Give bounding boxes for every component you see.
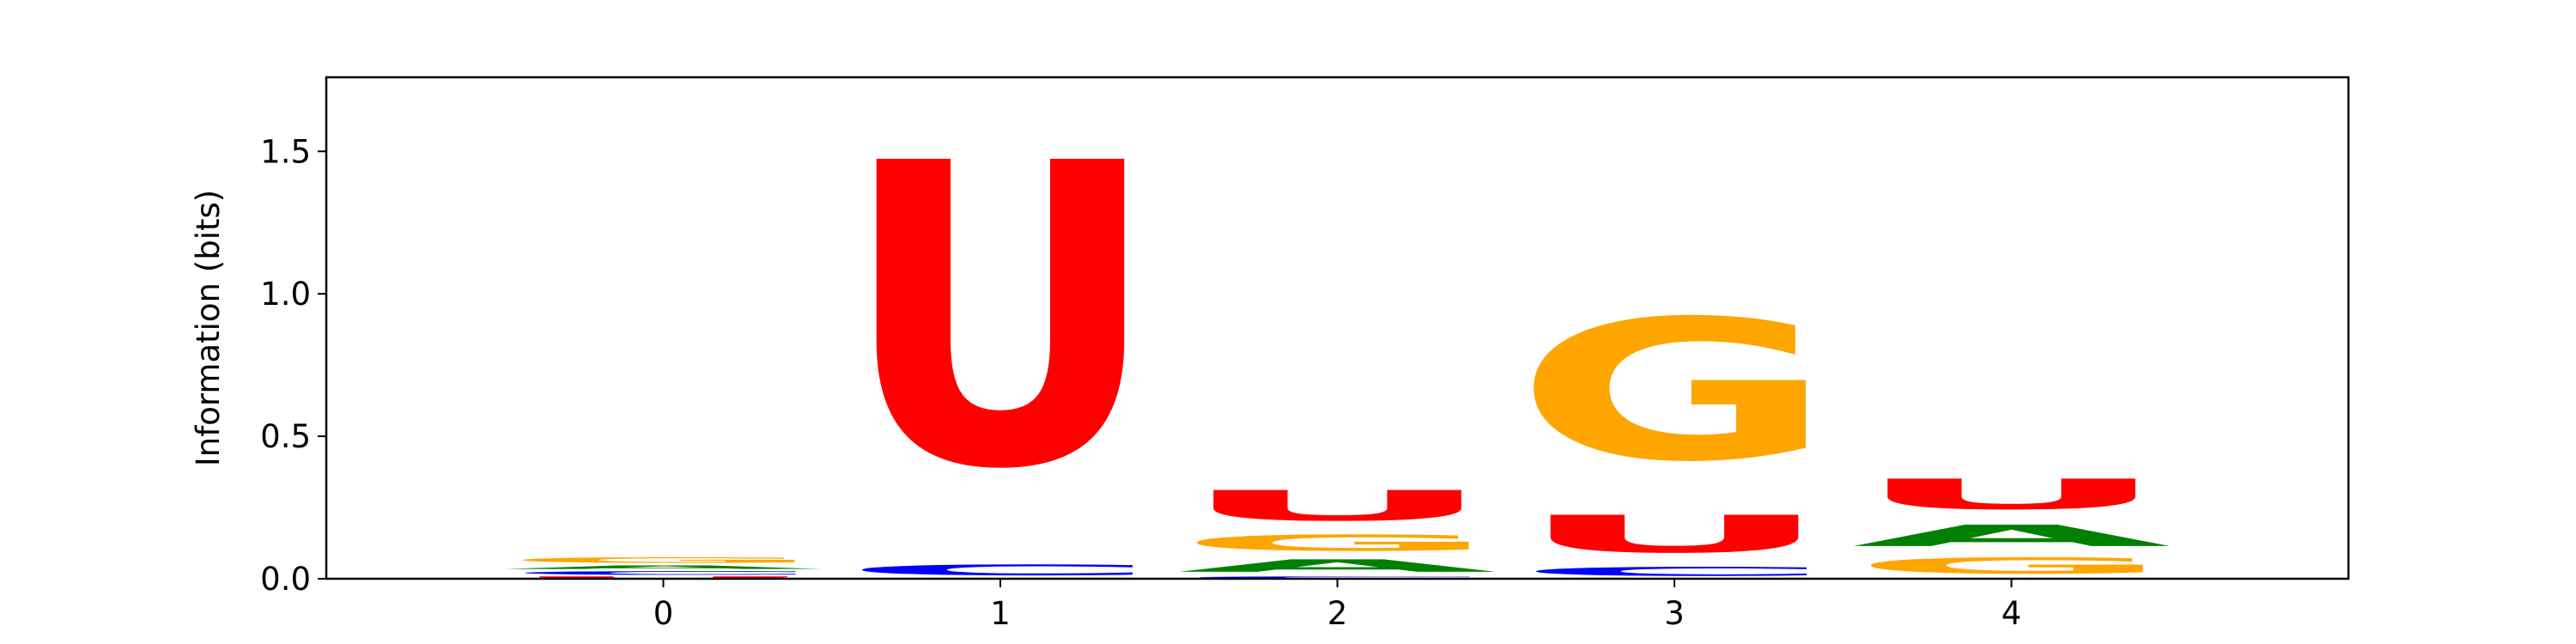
y-tick-label-0.5: 0.5 bbox=[260, 418, 311, 455]
y-tick-label-1.5: 1.5 bbox=[260, 133, 311, 170]
y-axis: 0.0 0.5 1.0 1.5 bbox=[260, 133, 326, 598]
logo-letter-A-pos-2: A bbox=[1177, 556, 1500, 575]
logo-letter-A-pos-0: A bbox=[503, 564, 826, 570]
logo-letter-C-pos-0: C bbox=[503, 570, 823, 576]
logo-letter-C-pos-2: C bbox=[1177, 576, 1498, 579]
logo-letter-C-pos-1: C bbox=[841, 562, 1161, 579]
x-tick-label-3: 3 bbox=[1664, 595, 1685, 632]
x-tick-label-1: 1 bbox=[990, 595, 1011, 632]
logo-letter-U-pos-1: U bbox=[841, 76, 1161, 560]
logo-letter-U-pos-3: U bbox=[1515, 505, 1835, 565]
logo-letter-A-pos-4: A bbox=[1851, 519, 2174, 553]
logo-column-4: GAU bbox=[1851, 471, 2174, 579]
logo-column-1: CU bbox=[841, 76, 1161, 579]
x-tick-label-4: 4 bbox=[2002, 595, 2022, 632]
y-tick-label-1.0: 1.0 bbox=[260, 276, 311, 313]
y-tick-label-0.0: 0.0 bbox=[260, 561, 311, 598]
logo-letter-U-pos-4: U bbox=[1851, 471, 2172, 519]
x-tick-label-0: 0 bbox=[653, 595, 674, 632]
logo-letter-U-pos-0: U bbox=[503, 576, 823, 579]
logo-letter-U-pos-2: U bbox=[1177, 482, 1498, 530]
logo-letter-G-pos-0: G bbox=[503, 556, 823, 564]
x-axis: 0 1 2 3 4 bbox=[653, 579, 2022, 632]
logo-column-3: CUG bbox=[1515, 279, 1835, 579]
logo-letter-G-pos-4: G bbox=[1851, 553, 2172, 579]
x-tick-label-2: 2 bbox=[1327, 595, 1348, 632]
y-axis-label: Information (bits) bbox=[190, 190, 227, 466]
logo-letter-G-pos-2: G bbox=[1177, 530, 1498, 556]
logo-letter-G-pos-3: G bbox=[1515, 279, 1835, 504]
logo-letter-C-pos-3: C bbox=[1515, 564, 1835, 579]
